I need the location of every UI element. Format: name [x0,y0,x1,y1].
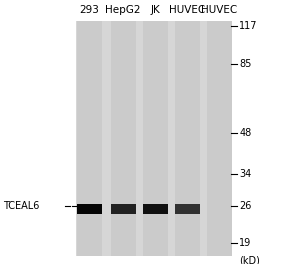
Bar [207,21,232,256]
Bar [77,204,102,214]
Text: TCEAL6: TCEAL6 [3,201,39,210]
Text: 85: 85 [239,59,252,69]
Bar [143,204,168,214]
Bar [143,21,168,256]
Text: HUVEC: HUVEC [169,4,205,15]
Text: HUVEC: HUVEC [201,4,237,15]
Bar [111,21,136,256]
Text: 293: 293 [79,4,99,15]
Text: HepG2: HepG2 [105,4,141,15]
Text: 34: 34 [239,169,251,178]
Bar [175,204,200,214]
Bar [77,21,102,256]
Text: 19: 19 [239,238,251,248]
Bar [175,21,200,256]
Text: 26: 26 [239,201,252,210]
Text: (kD): (kD) [239,255,260,264]
Text: 117: 117 [239,21,258,31]
Bar [76,21,232,256]
Text: JK: JK [150,4,160,15]
Bar [111,204,136,214]
Text: 48: 48 [239,128,251,138]
